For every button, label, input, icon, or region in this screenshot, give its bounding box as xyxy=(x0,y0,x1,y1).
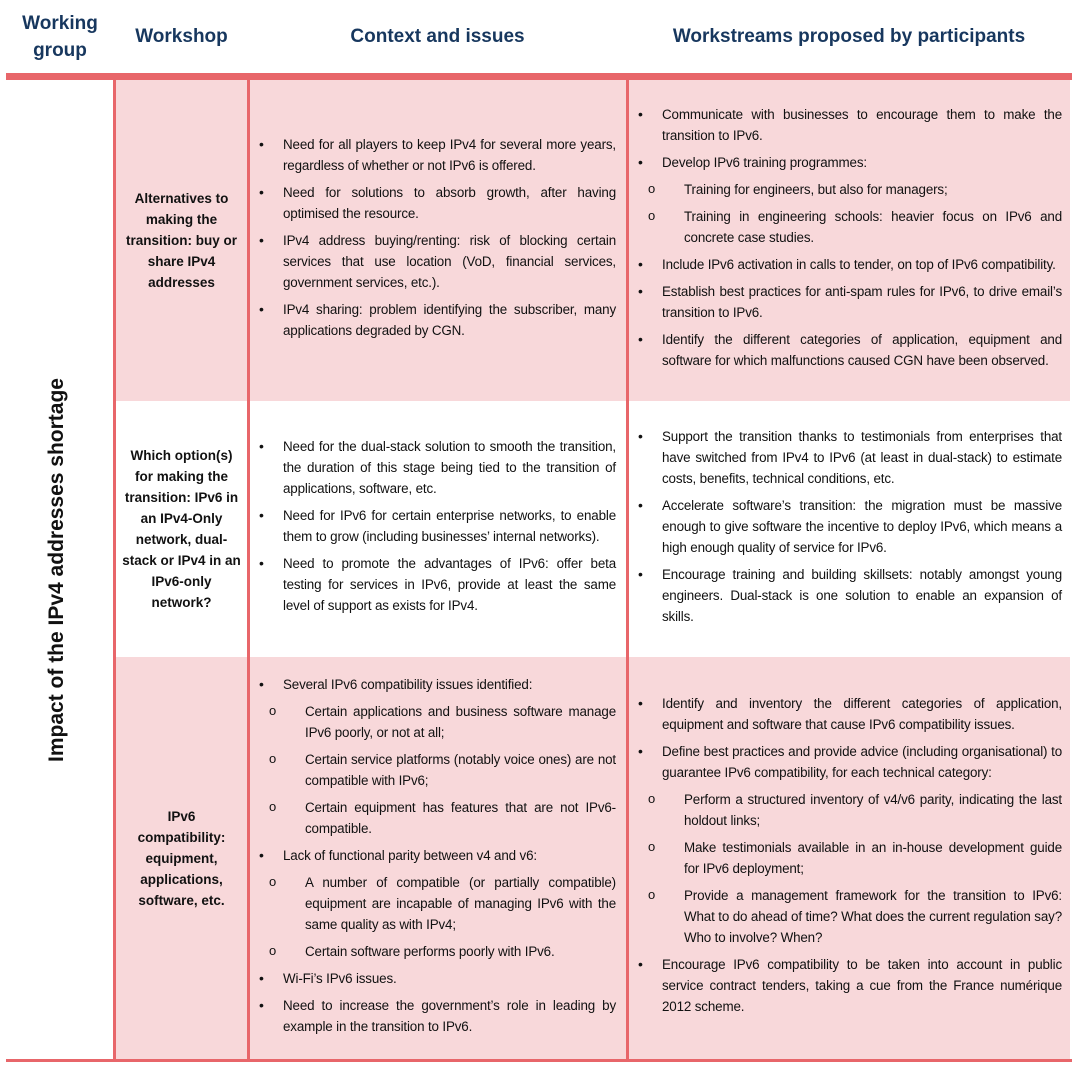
list-item: Develop IPv6 training programmes: xyxy=(628,152,1062,173)
workstreams-list: Identify and inventory the different cat… xyxy=(628,693,1062,1023)
list-item: Several IPv6 compatibility issues identi… xyxy=(249,674,616,695)
list-item: Need for solutions to absorb growth, aft… xyxy=(249,182,616,224)
sub-list-item: Certain applications and business softwa… xyxy=(249,700,616,743)
workstreams-list: Support the transition thanks to testimo… xyxy=(628,426,1062,633)
list-item: Lack of functional parity between v4 and… xyxy=(249,845,616,866)
list-item: Need to promote the advantages of IPv6: … xyxy=(249,553,616,616)
header-workshop: Workshop xyxy=(135,26,228,47)
workshop-title: IPv6 compatibility: equipment, applicati… xyxy=(137,808,226,908)
table-bottom-border xyxy=(6,1059,1072,1062)
workshop-title: Which option(s) for making the transitio… xyxy=(122,448,241,610)
list-item: Accelerate software’s transition: the mi… xyxy=(628,495,1062,558)
header-working-group: Working group xyxy=(22,12,98,61)
context-list: Several IPv6 compatibility issues identi… xyxy=(249,674,616,1043)
context-cell: Need for all players to keep IPv4 for se… xyxy=(249,80,626,401)
sub-list-item: Perform a structured inventory of v4/v6 … xyxy=(628,788,1062,831)
list-item: IPv4 sharing: problem identifying the su… xyxy=(249,299,616,341)
list-item: Identify and inventory the different cat… xyxy=(628,693,1062,735)
list-item: Support the transition thanks to testimo… xyxy=(628,426,1062,489)
header-workstreams: Workstreams proposed by participants xyxy=(672,26,1026,47)
list-item: Define best practices and provide advice… xyxy=(628,741,1062,783)
list-item: Need for the dual-stack solution to smoo… xyxy=(249,436,616,499)
sub-list-item: Training for engineers, but also for man… xyxy=(628,178,1062,200)
sub-list-item: Make testimonials available in an in-hou… xyxy=(628,836,1062,879)
sub-list-item: A number of compatible (or partially com… xyxy=(249,871,616,935)
column-divider xyxy=(626,80,629,1059)
sub-list-item: Provide a management framework for the t… xyxy=(628,884,1062,948)
sub-list-item: Training in engineering schools: heavier… xyxy=(628,205,1062,248)
working-group-cell: Impact of the IPv4 addresses shortage xyxy=(0,80,113,1059)
context-cell: Several IPv6 compatibility issues identi… xyxy=(249,657,626,1059)
list-item: Include IPv6 activation in calls to tend… xyxy=(628,254,1062,275)
column-divider xyxy=(113,80,116,1059)
workshop-cell: Which option(s) for making the transitio… xyxy=(116,401,247,657)
list-item: Identify the different categories of app… xyxy=(628,329,1062,371)
workshop-cell: Alternatives to making the transition: b… xyxy=(116,80,247,401)
list-item: Need for IPv6 for certain enterprise net… xyxy=(249,505,616,547)
sub-list-item: Certain service platforms (notably voice… xyxy=(249,748,616,791)
list-item: IPv4 address buying/renting: risk of blo… xyxy=(249,230,616,293)
sub-list-item: Certain software performs poorly with IP… xyxy=(249,940,616,962)
list-item: Need to increase the government’s role i… xyxy=(249,995,616,1037)
list-item: Need for all players to keep IPv4 for se… xyxy=(249,134,616,176)
column-divider xyxy=(247,80,250,1059)
context-cell: Need for the dual-stack solution to smoo… xyxy=(249,401,626,657)
workstreams-cell: Communicate with businesses to encourage… xyxy=(628,80,1070,401)
list-item: Encourage IPv6 compatibility to be taken… xyxy=(628,954,1062,1017)
list-item: Establish best practices for anti-spam r… xyxy=(628,281,1062,323)
workstreams-cell: Support the transition thanks to testimo… xyxy=(628,401,1070,657)
header-divider xyxy=(6,73,1072,80)
working-group-label: Impact of the IPv4 addresses shortage xyxy=(44,377,68,762)
workstreams-list: Communicate with businesses to encourage… xyxy=(628,104,1062,377)
workshop-title: Alternatives to making the transition: b… xyxy=(126,191,237,290)
list-item: Communicate with businesses to encourage… xyxy=(628,104,1062,146)
context-list: Need for the dual-stack solution to smoo… xyxy=(249,436,616,622)
list-item: Encourage training and building skillset… xyxy=(628,564,1062,627)
header-context: Context and issues xyxy=(350,26,525,47)
workstreams-cell: Identify and inventory the different cat… xyxy=(628,657,1070,1059)
context-list: Need for all players to keep IPv4 for se… xyxy=(249,134,616,347)
sub-list-item: Certain equipment has features that are … xyxy=(249,796,616,839)
list-item: Wi-Fi’s IPv6 issues. xyxy=(249,968,616,989)
workshop-cell: IPv6 compatibility: equipment, applicati… xyxy=(116,657,247,1059)
